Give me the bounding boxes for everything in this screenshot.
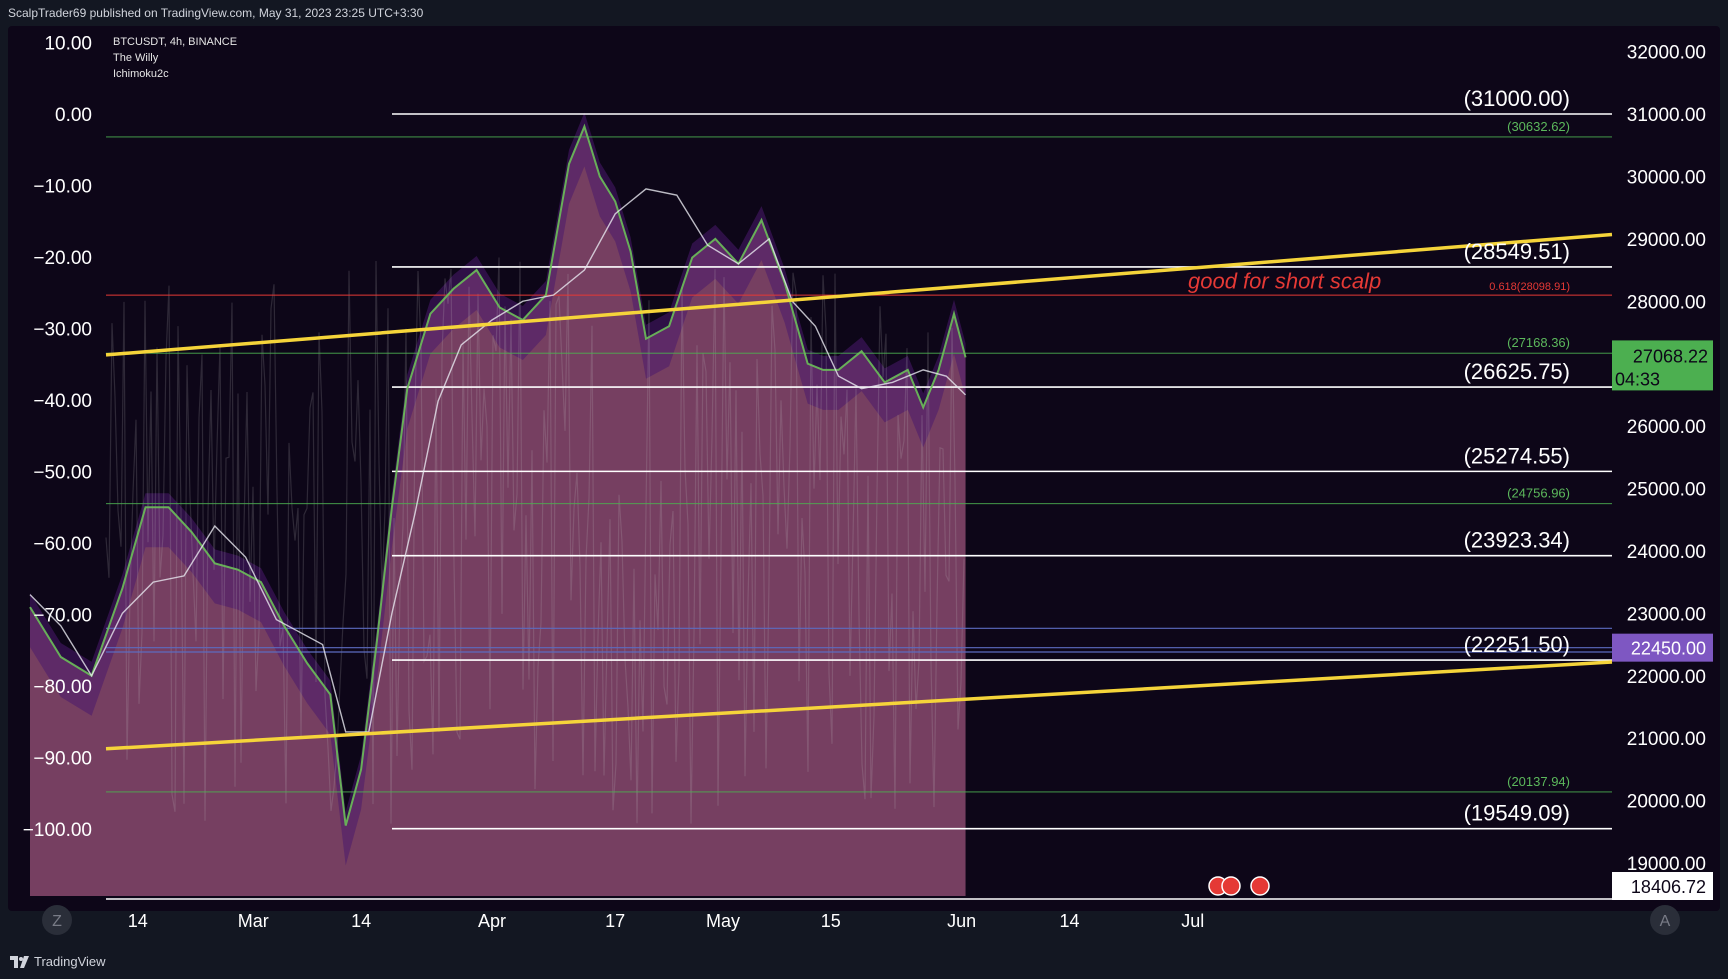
trendline-upper[interactable] bbox=[105, 232, 1613, 357]
series-layer bbox=[29, 123, 967, 826]
price-tick-label: 24000.00 bbox=[1627, 542, 1706, 563]
auto-scale-button-label: A bbox=[1660, 913, 1671, 930]
annotation-text: good for short scalp bbox=[1188, 268, 1381, 293]
legend-indicator-willy: The Willy bbox=[113, 52, 159, 64]
us-flag-event-icon[interactable] bbox=[1250, 876, 1270, 896]
price-tick-label: 30000.00 bbox=[1627, 167, 1706, 188]
zoom-button-label: Z bbox=[52, 913, 62, 930]
time-tick-label: May bbox=[706, 911, 740, 931]
oscillator-tick-label: −50.00 bbox=[33, 463, 92, 484]
auto-scale-button[interactable]: A bbox=[1650, 905, 1680, 935]
event-flags[interactable] bbox=[1208, 876, 1270, 896]
price-chart[interactable]: (31000.00) (28549.51) (26625.75) (25274.55)… bbox=[0, 26, 1728, 946]
oscillator-tick-label: 10.00 bbox=[44, 34, 92, 55]
current-price-tag bbox=[1612, 340, 1713, 391]
green-level-label: (27168.36) bbox=[1507, 335, 1570, 350]
price-tick-label: 19000.00 bbox=[1627, 854, 1706, 875]
oscillator-tick-label: −80.00 bbox=[33, 677, 92, 698]
fib-level-label: 0.618(28098.91) bbox=[1489, 281, 1570, 293]
oscillator-layer bbox=[105, 257, 965, 824]
footer-bar: TradingView bbox=[0, 946, 1728, 979]
oscillator-tick-label: −10.00 bbox=[33, 177, 92, 198]
price-fill-layer bbox=[30, 112, 966, 896]
price-tick-label: 32000.00 bbox=[1627, 43, 1706, 64]
time-tick-label: Apr bbox=[478, 911, 506, 931]
chart-area[interactable]: (31000.00) (28549.51) (26625.75) (25274.55)… bbox=[0, 26, 1728, 946]
tradingview-brand[interactable]: TradingView bbox=[10, 954, 106, 969]
us-flag-event-icon[interactable] bbox=[1221, 876, 1241, 896]
oscillator-tick-label: −40.00 bbox=[33, 391, 92, 412]
time-tick-label: Jun bbox=[947, 911, 976, 931]
green-level-label: (30632.62) bbox=[1507, 119, 1570, 134]
oscillator-tick-label: −30.00 bbox=[33, 320, 92, 341]
price-line bbox=[29, 123, 967, 826]
oscillator-tick-label: −100.00 bbox=[23, 820, 92, 841]
time-tick-label: Mar bbox=[238, 911, 269, 931]
publish-bar: ScalpTrader69 published on TradingView.c… bbox=[0, 0, 1728, 26]
price-tick-label: 22000.00 bbox=[1627, 667, 1706, 688]
trendline-layer bbox=[105, 232, 1613, 751]
purple-price-tag bbox=[1612, 633, 1713, 662]
price-tick-label: 23000.00 bbox=[1627, 604, 1706, 625]
level-label-layer: (31000.00) (28549.51) (26625.75) (25274.55)… bbox=[1188, 86, 1570, 826]
zoom-button[interactable]: Z bbox=[42, 905, 72, 935]
publish-line: ScalpTrader69 published on TradingView.c… bbox=[8, 6, 424, 20]
price-tick-label: 21000.00 bbox=[1627, 729, 1706, 750]
time-tick-label: 14 bbox=[1059, 911, 1079, 931]
white-level-label: (19549.09) bbox=[1464, 801, 1570, 826]
axes-layer: 32000.00 31000.00 30000.00 29000.00 28000.00… bbox=[23, 34, 1713, 931]
price-tick-label: 28000.00 bbox=[1627, 292, 1706, 313]
time-tick-label: 15 bbox=[821, 911, 841, 931]
time-tick-label: Jul bbox=[1181, 911, 1204, 931]
time-tick-label: 14 bbox=[128, 911, 148, 931]
white-level-label: (23923.34) bbox=[1464, 528, 1570, 553]
oscillator-tick-label: 0.00 bbox=[55, 105, 92, 126]
oscillator-tick-label: −20.00 bbox=[33, 248, 92, 269]
oscillator-tick-label: −70.00 bbox=[33, 606, 92, 627]
current-price-countdown: 04:33 bbox=[1615, 369, 1660, 389]
trendline-lower[interactable] bbox=[105, 660, 1613, 751]
legend-indicator-ichimoku: Ichimoku2c bbox=[113, 68, 169, 80]
time-tick-label: 17 bbox=[605, 911, 625, 931]
levels-layer bbox=[106, 113, 1612, 830]
price-tick-label: 31000.00 bbox=[1627, 105, 1706, 126]
white-level-label: (22251.50) bbox=[1464, 632, 1570, 657]
price-area-fill bbox=[30, 126, 966, 896]
white-level-label: (26625.75) bbox=[1464, 359, 1570, 384]
low-price-tag bbox=[1612, 872, 1713, 900]
white-level-label: (31000.00) bbox=[1464, 86, 1570, 111]
current-price-value: 27068.22 bbox=[1633, 346, 1708, 366]
time-tick-label: 14 bbox=[351, 911, 371, 931]
price-tick-label: 20000.00 bbox=[1627, 792, 1706, 813]
low-price-value: 18406.72 bbox=[1631, 877, 1706, 897]
tradingview-brand-label: TradingView bbox=[34, 954, 106, 969]
oscillator-tick-label: −60.00 bbox=[33, 534, 92, 555]
baseline-overlay-line bbox=[29, 188, 967, 733]
price-tick-label: 26000.00 bbox=[1627, 417, 1706, 438]
purple-price-value: 22450.00 bbox=[1631, 639, 1706, 659]
price-tick-label: 25000.00 bbox=[1627, 480, 1706, 501]
oscillator-tick-label: −90.00 bbox=[33, 749, 92, 770]
white-level-label: (25274.55) bbox=[1464, 443, 1570, 468]
legend-symbol: BTCUSDT, 4h, BINANCE bbox=[113, 36, 237, 48]
white-level-label: (28549.51) bbox=[1464, 239, 1570, 264]
green-level-label: (20137.94) bbox=[1507, 774, 1570, 789]
price-tick-label: 29000.00 bbox=[1627, 230, 1706, 251]
green-level-label: (24756.96) bbox=[1507, 486, 1570, 501]
willy-oscillator-line bbox=[105, 257, 965, 824]
tradingview-logo-icon bbox=[10, 955, 29, 968]
